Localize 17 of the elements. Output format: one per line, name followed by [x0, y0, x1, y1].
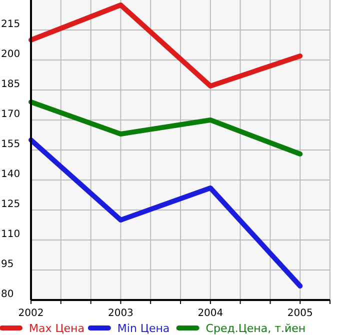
legend-label: Min Цена [117, 322, 170, 335]
x-tick-label: 2003 [108, 308, 134, 319]
y-tick-label: 200 [1, 49, 20, 60]
x-tick-label: 2002 [18, 308, 44, 319]
y-tick-label: 95 [1, 259, 14, 270]
y-tick-label: 215 [1, 19, 20, 30]
legend-label: Max Цена [29, 322, 84, 335]
x-tick-label: 2004 [198, 308, 224, 319]
y-tick-label: 140 [1, 169, 20, 180]
y-tick-label: 185 [1, 79, 20, 90]
x-tick-label: 2005 [287, 308, 313, 319]
y-tick-label: 155 [1, 139, 20, 150]
legend-label: Сред.Цена, т.йен [206, 322, 306, 335]
y-tick-label: 170 [1, 109, 20, 120]
y-tick-label: 80 [1, 289, 14, 300]
y-tick-label: 110 [1, 229, 20, 240]
y-tick-label: 125 [1, 199, 20, 210]
